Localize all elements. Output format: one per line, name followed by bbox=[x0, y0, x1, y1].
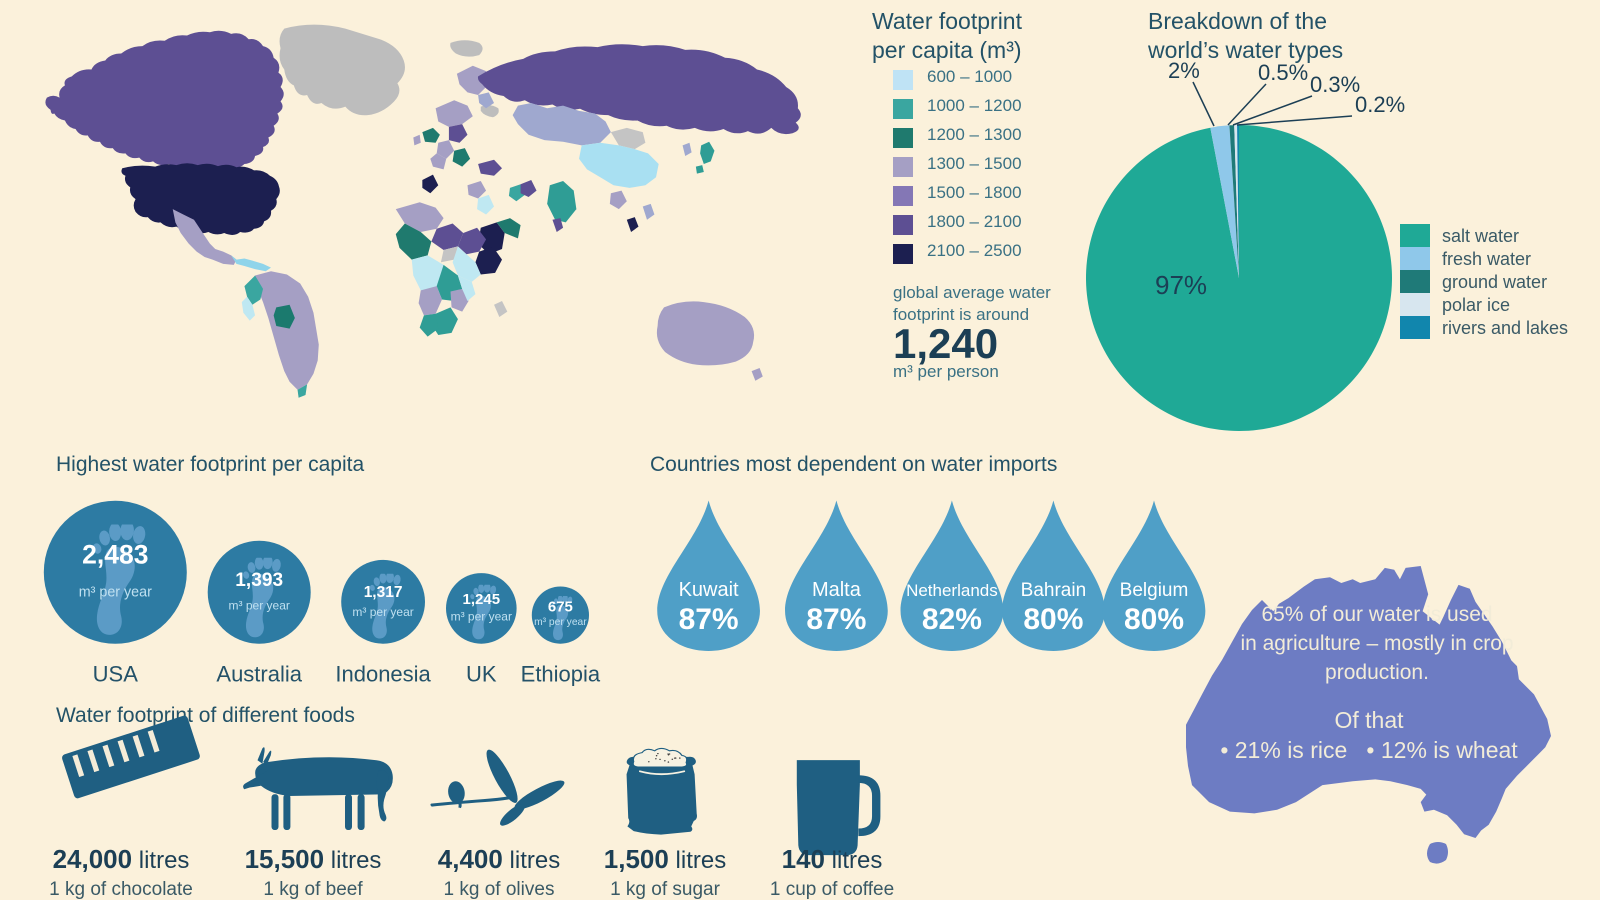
svg-text:15,500 litres: 15,500 litres bbox=[245, 844, 382, 874]
svg-text:140 litres: 140 litres bbox=[782, 844, 883, 874]
svg-text:1 kg of beef: 1 kg of beef bbox=[263, 879, 363, 900]
svg-text:1 kg of sugar: 1 kg of sugar bbox=[610, 879, 721, 900]
svg-text:24,000 litres: 24,000 litres bbox=[53, 844, 190, 874]
svg-text:1 kg of olives: 1 kg of olives bbox=[444, 879, 555, 900]
svg-text:1 cup of coffee: 1 cup of coffee bbox=[770, 879, 894, 900]
svg-text:4,400 litres: 4,400 litres bbox=[438, 844, 560, 874]
svg-text:1,500 litres: 1,500 litres bbox=[604, 844, 726, 874]
svg-text:1 kg of chocolate: 1 kg of chocolate bbox=[49, 879, 193, 900]
